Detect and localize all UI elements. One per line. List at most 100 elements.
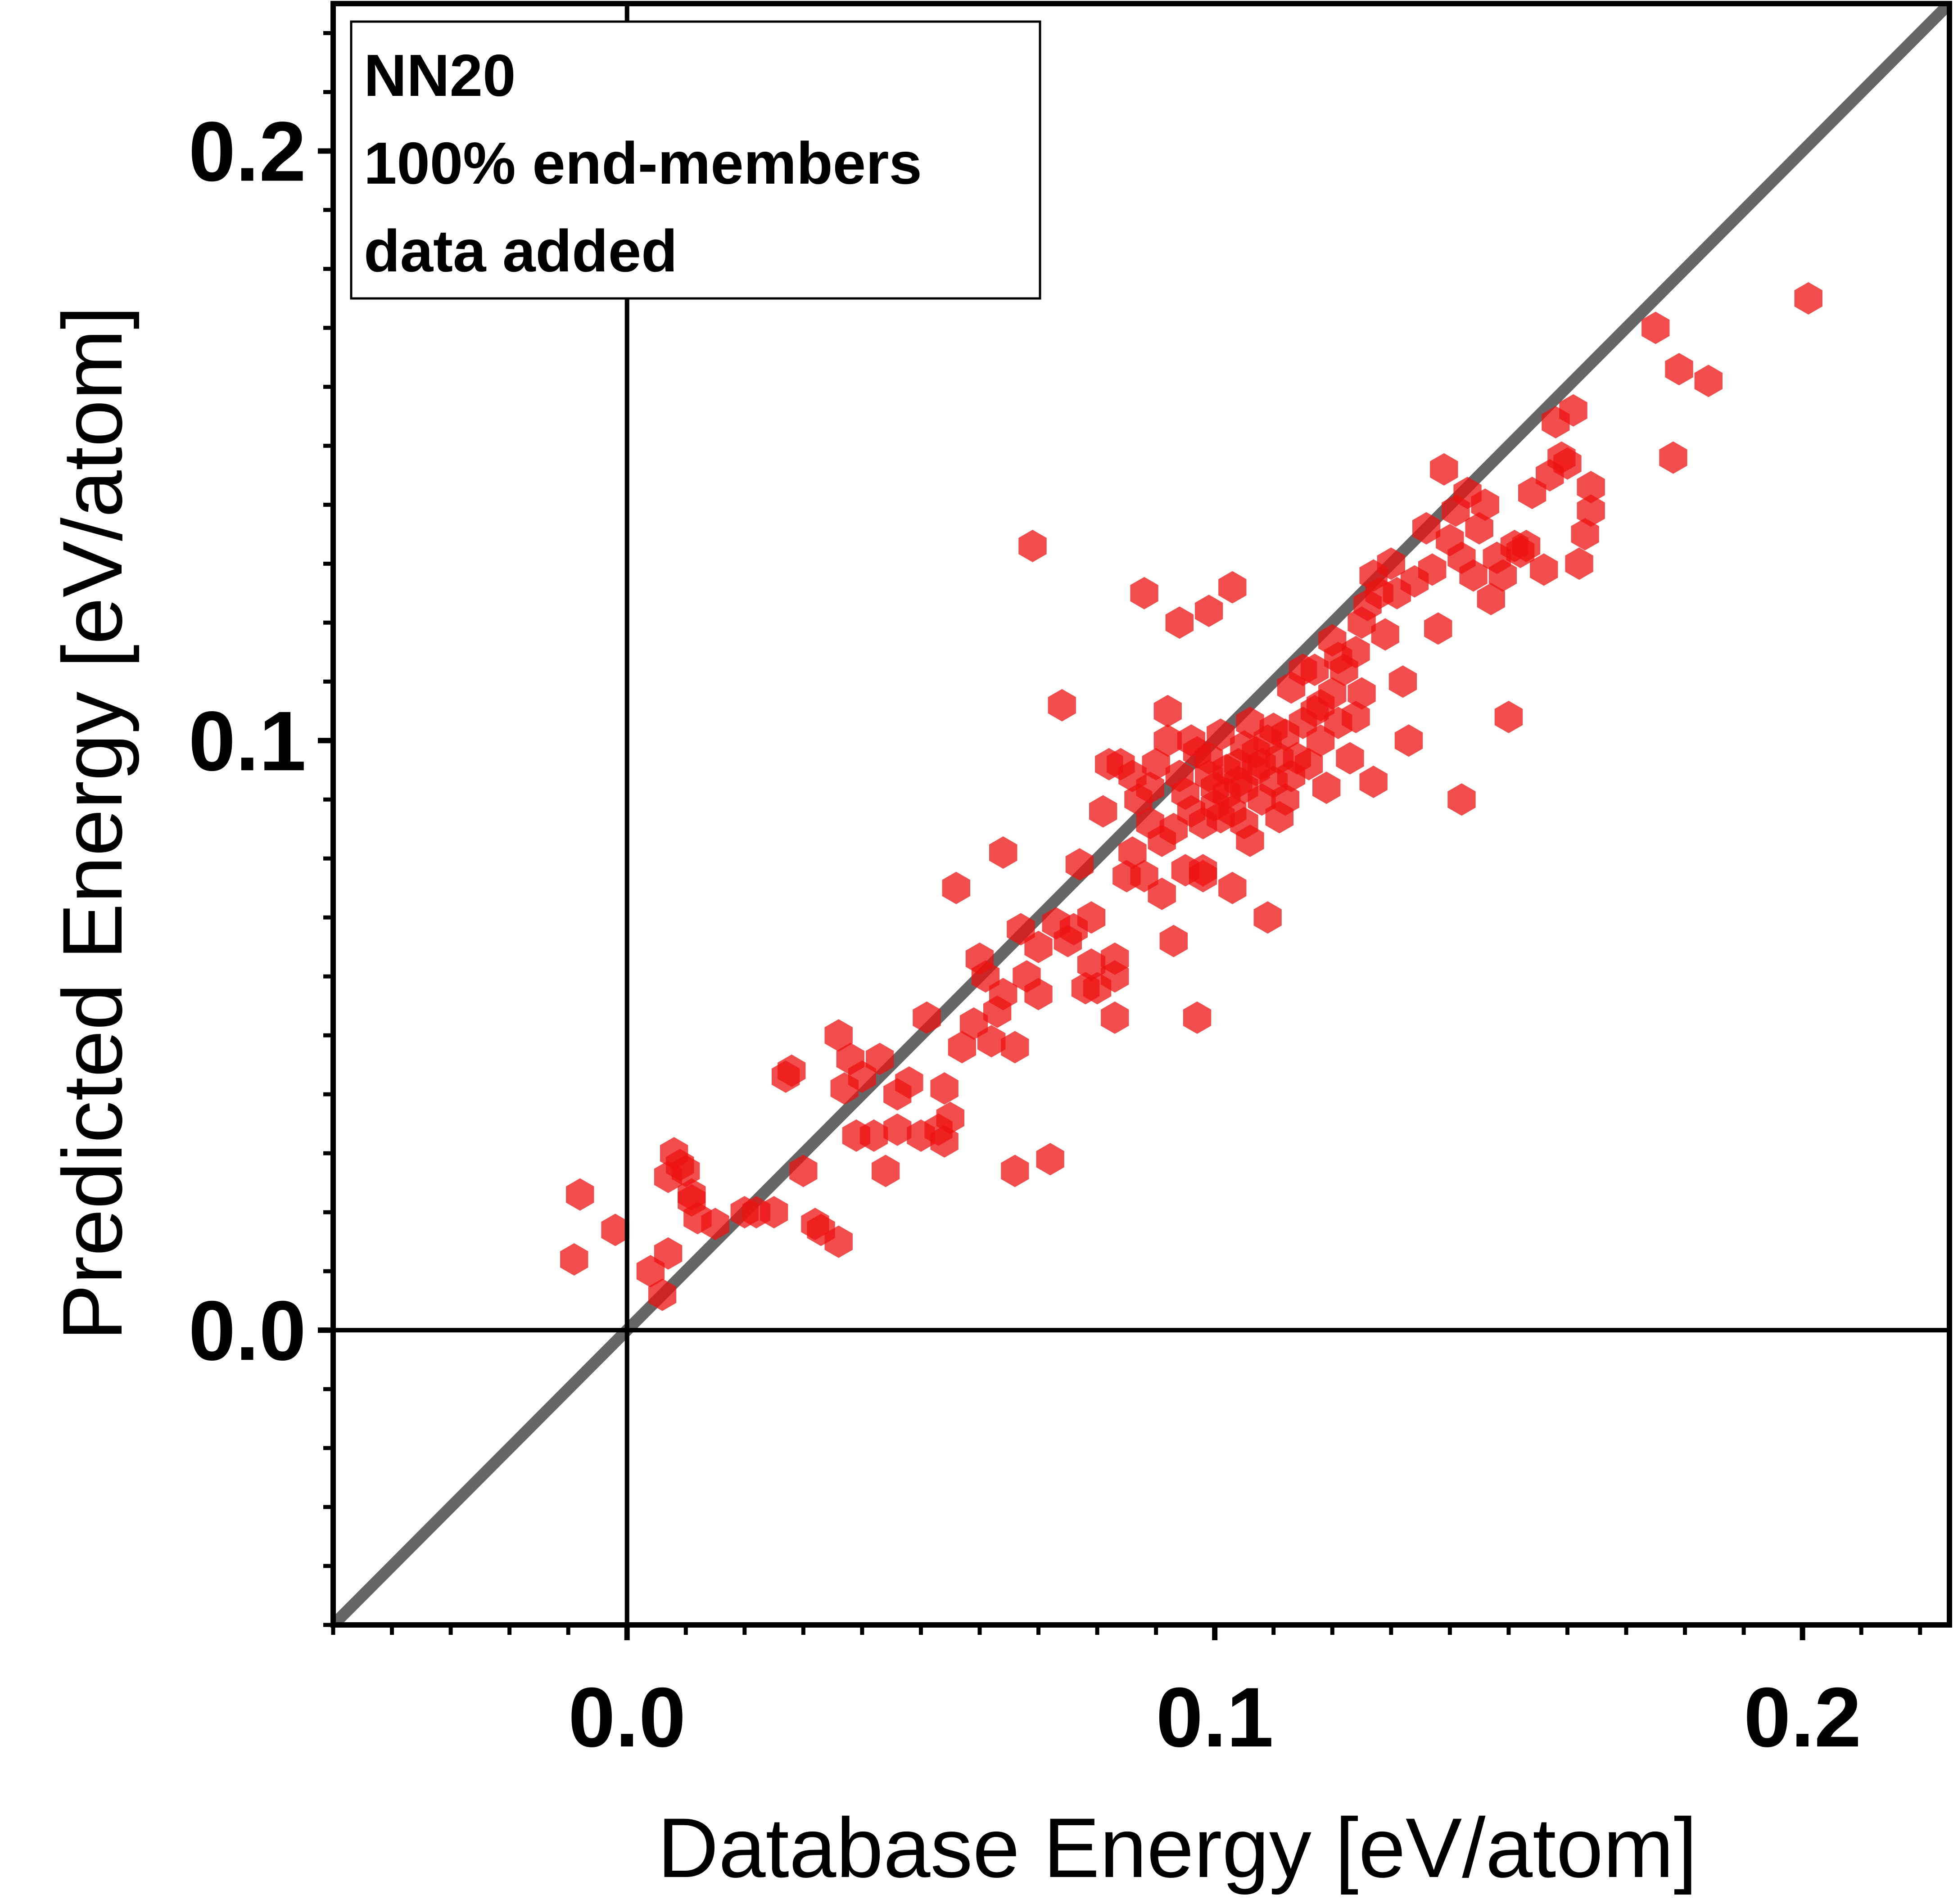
data-point xyxy=(1641,311,1670,344)
data-points-layer xyxy=(560,282,1822,1311)
data-point xyxy=(1388,665,1417,698)
data-point xyxy=(1207,718,1235,751)
y-axis-title: Predicted Energy [eV/atom] xyxy=(45,306,140,1341)
data-point xyxy=(1318,677,1347,710)
data-point xyxy=(1659,441,1687,474)
data-point xyxy=(977,1025,1006,1058)
data-point xyxy=(1218,871,1247,904)
x-tick-label: 0.1 xyxy=(1156,1670,1274,1764)
data-point xyxy=(1065,848,1094,881)
data-point xyxy=(1048,689,1076,722)
y-tick-label: 0.2 xyxy=(189,104,306,199)
y-tick-label: 0.0 xyxy=(189,1283,306,1378)
data-point xyxy=(1530,553,1558,586)
data-point xyxy=(1077,948,1106,981)
data-point xyxy=(560,1243,588,1276)
data-point xyxy=(989,836,1017,869)
data-point xyxy=(1289,654,1317,686)
data-point xyxy=(1342,700,1370,733)
text-layer: 0.0 0.1 0.2 0.0 0.1 0.2 Database Energy [eV/at… xyxy=(45,20,1861,1895)
data-point xyxy=(1565,547,1593,580)
data-point xyxy=(1312,772,1341,804)
data-point xyxy=(1253,901,1282,934)
data-point xyxy=(1118,836,1147,869)
data-point xyxy=(1230,807,1258,839)
data-point xyxy=(1794,282,1822,315)
data-point xyxy=(1136,772,1164,804)
data-point xyxy=(942,871,970,904)
data-point xyxy=(872,1155,900,1187)
data-point xyxy=(1324,641,1352,674)
data-point xyxy=(1189,854,1217,887)
data-point xyxy=(648,1278,677,1311)
data-point xyxy=(859,1119,888,1152)
data-point xyxy=(760,1196,788,1229)
data-point xyxy=(1424,612,1452,645)
data-point xyxy=(1259,713,1288,745)
data-point xyxy=(1371,618,1399,651)
data-point xyxy=(1471,488,1499,521)
data-point xyxy=(1001,1031,1029,1064)
data-point xyxy=(824,1225,853,1258)
data-point xyxy=(1101,942,1129,975)
data-point xyxy=(1036,1143,1064,1176)
data-point xyxy=(930,1072,959,1105)
data-point xyxy=(913,1001,941,1034)
data-point xyxy=(1694,365,1723,397)
annotation-line: 100% end-members xyxy=(364,130,922,196)
data-point xyxy=(1477,582,1505,615)
data-point xyxy=(1359,766,1388,798)
data-point xyxy=(1054,925,1082,957)
annotation-line: data added xyxy=(364,218,678,284)
data-point xyxy=(1089,795,1117,828)
data-point xyxy=(1183,1001,1212,1034)
data-point xyxy=(1447,783,1476,816)
data-point xyxy=(1512,530,1541,562)
data-point xyxy=(789,1155,818,1187)
data-point xyxy=(1430,453,1458,486)
data-point xyxy=(930,1125,959,1158)
data-point xyxy=(1488,559,1517,592)
data-point xyxy=(1153,695,1182,727)
x-tick-label: 0.2 xyxy=(1744,1670,1861,1764)
plot-frame xyxy=(330,1,1952,1628)
data-point xyxy=(1148,877,1176,910)
data-point xyxy=(865,1042,894,1075)
data-point xyxy=(883,1113,912,1146)
data-point xyxy=(971,960,1000,993)
data-point xyxy=(701,1208,729,1241)
data-point xyxy=(1307,724,1335,757)
data-point xyxy=(1336,742,1364,775)
data-point xyxy=(1195,595,1223,627)
data-point xyxy=(1195,742,1223,775)
data-point xyxy=(566,1178,594,1211)
data-point xyxy=(1577,471,1605,504)
data-point xyxy=(1577,494,1605,527)
y-tick-label: 0.1 xyxy=(189,694,306,788)
data-point xyxy=(678,1184,706,1217)
data-point xyxy=(1377,547,1405,580)
data-point xyxy=(836,1042,864,1075)
data-point xyxy=(601,1214,629,1246)
data-point xyxy=(1559,394,1587,427)
data-point xyxy=(1294,748,1323,781)
data-point xyxy=(1024,978,1053,1011)
data-point xyxy=(1077,901,1106,934)
annotation-box xyxy=(350,20,1041,300)
data-point xyxy=(948,1031,976,1064)
data-point xyxy=(1165,606,1194,639)
data-point xyxy=(1459,559,1488,592)
x-axis-title: Database Energy [eV/atom] xyxy=(657,1800,1697,1895)
data-point xyxy=(1153,724,1182,757)
data-point xyxy=(824,1019,853,1052)
data-point xyxy=(1665,353,1693,386)
data-point xyxy=(1159,925,1188,957)
data-point xyxy=(654,1237,683,1270)
data-point xyxy=(1412,512,1441,545)
data-point xyxy=(1394,724,1423,757)
data-point xyxy=(1494,700,1523,733)
axes-layer xyxy=(318,1,1952,1640)
data-point xyxy=(1418,553,1447,586)
data-point xyxy=(1024,930,1053,963)
